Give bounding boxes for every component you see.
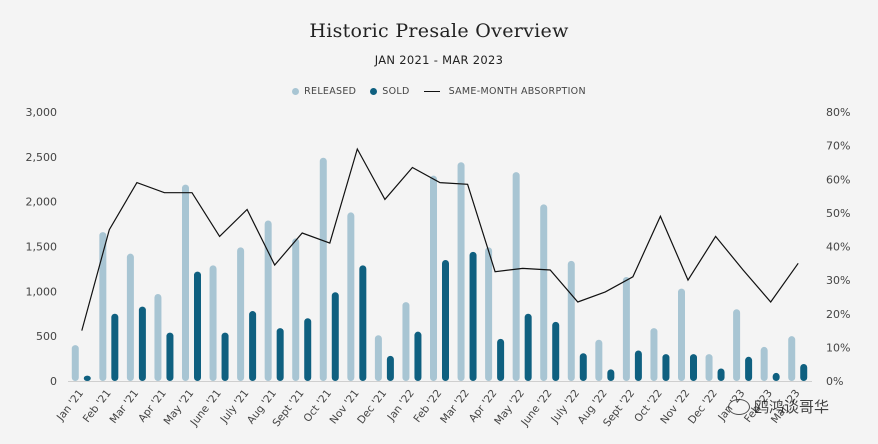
watermark-text: 鸥鸿谈哥华 [754, 398, 830, 416]
sold-bar [442, 259, 449, 381]
sold-bar [497, 338, 505, 381]
x-tick-label: Dec '22 [686, 387, 720, 426]
x-tick-label: Dec '21 [355, 387, 389, 426]
x-tick-label: Mar '21 [108, 387, 142, 425]
released-bar [237, 247, 245, 381]
y-tick-right: 20% [826, 308, 850, 321]
released-bar [457, 162, 465, 381]
y-tick-left: 2,500 [26, 151, 58, 164]
released-bar [154, 294, 162, 381]
legend-label-sold: SOLD [382, 86, 410, 97]
legend-item-absorption: SAME-MONTH ABSORPTION [423, 86, 586, 97]
released-bar [512, 172, 520, 381]
sold-bar [662, 354, 670, 381]
released-bar [595, 339, 603, 381]
sold-bar [194, 271, 201, 381]
released-bar [485, 247, 493, 381]
sold-bar [414, 331, 422, 381]
absorption-swatch [423, 91, 440, 92]
sold-bar [331, 292, 339, 381]
sold-swatch [370, 88, 378, 95]
sold-bar [690, 354, 697, 381]
released-bar [402, 302, 410, 381]
y-tick-left: 500 [36, 330, 57, 343]
sold-bar [304, 318, 312, 381]
y-tick-right: 80% [826, 106, 850, 119]
released-bar [264, 220, 272, 381]
released-bar [622, 276, 630, 381]
legend: RELEASED SOLD SAME-MONTH ABSORPTION [0, 86, 878, 97]
sold-bar [111, 313, 119, 381]
chart-subtitle: JAN 2021 - MAR 2023 [374, 53, 504, 67]
y-tick-left: 3,000 [26, 106, 58, 119]
y-tick-left: 2,000 [26, 196, 58, 209]
y-tick-right: 30% [826, 274, 850, 287]
sold-bar [552, 321, 560, 381]
released-bar [292, 238, 300, 381]
sold-bar [83, 375, 91, 381]
wechat-icon [728, 398, 750, 415]
y-tick-right: 40% [826, 241, 850, 254]
sold-bar [745, 356, 753, 381]
sold-bar [524, 313, 532, 381]
sold-bar [276, 328, 284, 381]
sold-bar [249, 311, 257, 381]
released-bar [182, 184, 189, 381]
released-bar [99, 232, 107, 381]
y-tick-right: 70% [826, 140, 850, 153]
released-bar [319, 157, 327, 381]
sold-bar [221, 332, 229, 381]
y-tick-left: 1,500 [26, 241, 58, 254]
released-bar [71, 345, 79, 381]
y-tick-left: 1,000 [26, 285, 58, 298]
released-bar [209, 265, 217, 381]
released-bar [126, 253, 134, 381]
legend-label-released: RELEASED [304, 86, 357, 97]
sold-bar [386, 355, 394, 381]
sold-bar [166, 332, 174, 381]
sold-bar [717, 368, 725, 381]
released-bar [567, 260, 575, 381]
chart-title: Historic Presale Overview [309, 20, 569, 42]
legend-label-absorption: SAME-MONTH ABSORPTION [448, 86, 586, 97]
y-tick-right: 50% [826, 207, 850, 220]
released-swatch [292, 88, 300, 95]
y-tick-right: 10% [826, 341, 850, 354]
absorption-line [81, 147, 799, 331]
released-bar [650, 328, 658, 381]
legend-item-sold: SOLD [370, 86, 409, 97]
sold-bar [634, 350, 642, 381]
y-tick-left: 0 [50, 375, 57, 388]
x-tick-label: Mar '22 [438, 387, 472, 425]
sold-bar [579, 353, 587, 381]
watermark: 鸥鸿谈哥华 [728, 396, 829, 417]
y-tick-right: 0% [826, 375, 843, 388]
sold-bar [469, 251, 477, 381]
legend-item-released: RELEASED [292, 86, 356, 97]
sold-bar [359, 265, 367, 381]
sold-bar [772, 372, 780, 381]
y-tick-right: 60% [826, 173, 850, 186]
released-bar [788, 336, 796, 381]
sold-bar [607, 369, 615, 381]
released-bar [347, 212, 355, 381]
released-bar [678, 288, 685, 381]
sold-bar [800, 363, 808, 381]
released-bar [705, 354, 713, 381]
sold-bar [138, 306, 146, 381]
released-bar [760, 346, 768, 381]
released-bar [374, 335, 382, 381]
released-bar [540, 204, 548, 381]
released-bar [733, 309, 741, 381]
released-bar [430, 175, 437, 381]
